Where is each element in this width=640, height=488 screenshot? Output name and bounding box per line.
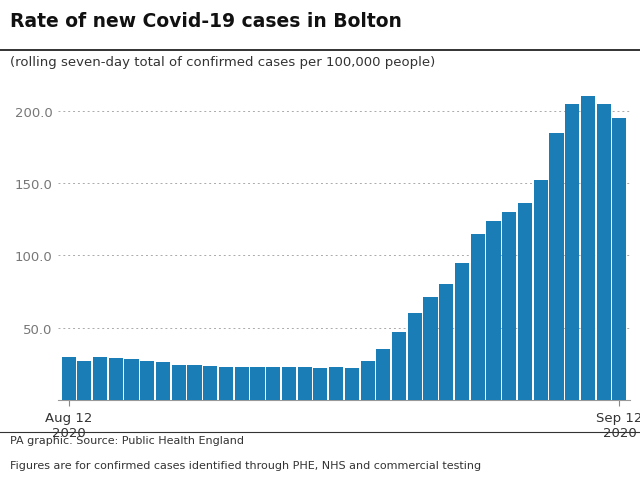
Bar (250, 367, 264, 400)
Bar (549, 133, 564, 400)
Bar (376, 350, 390, 400)
Bar (424, 298, 438, 400)
Bar (345, 368, 359, 400)
Bar (612, 119, 627, 400)
Bar (581, 97, 595, 400)
Bar (470, 234, 485, 400)
Bar (124, 359, 139, 400)
Text: Figures are for confirmed cases identified through PHE, NHS and commercial testi: Figures are for confirmed cases identifi… (10, 460, 481, 469)
Bar (140, 361, 154, 400)
Bar (219, 367, 233, 400)
Bar (502, 213, 516, 400)
Bar (518, 204, 532, 400)
Bar (360, 361, 374, 400)
Bar (565, 104, 579, 400)
Bar (188, 366, 202, 400)
Bar (203, 366, 218, 400)
Bar (596, 104, 611, 400)
Bar (408, 314, 422, 400)
Bar (93, 358, 107, 400)
Text: Rate of new Covid-19 cases in Bolton: Rate of new Covid-19 cases in Bolton (10, 12, 401, 31)
Bar (77, 361, 92, 400)
Bar (329, 367, 343, 400)
Bar (156, 363, 170, 400)
Bar (266, 367, 280, 400)
Bar (455, 263, 469, 400)
Bar (61, 357, 76, 400)
Bar (298, 367, 312, 400)
Bar (486, 221, 500, 400)
Bar (235, 367, 249, 400)
Bar (392, 332, 406, 400)
Bar (314, 368, 328, 400)
Bar (282, 367, 296, 400)
Text: (rolling seven-day total of confirmed cases per 100,000 people): (rolling seven-day total of confirmed ca… (10, 56, 435, 69)
Bar (172, 365, 186, 400)
Bar (109, 358, 123, 400)
Bar (534, 181, 548, 400)
Text: PA graphic. Source: Public Health England: PA graphic. Source: Public Health Englan… (10, 435, 244, 445)
Bar (439, 285, 453, 400)
